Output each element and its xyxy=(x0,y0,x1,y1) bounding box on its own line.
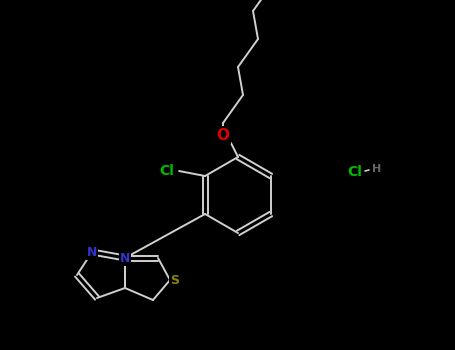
Text: O: O xyxy=(217,127,229,142)
Text: H: H xyxy=(372,164,382,174)
Text: N: N xyxy=(120,252,130,265)
Text: N: N xyxy=(87,245,97,259)
Text: Cl: Cl xyxy=(160,164,175,178)
Text: S: S xyxy=(171,273,180,287)
Text: Cl: Cl xyxy=(348,165,363,179)
